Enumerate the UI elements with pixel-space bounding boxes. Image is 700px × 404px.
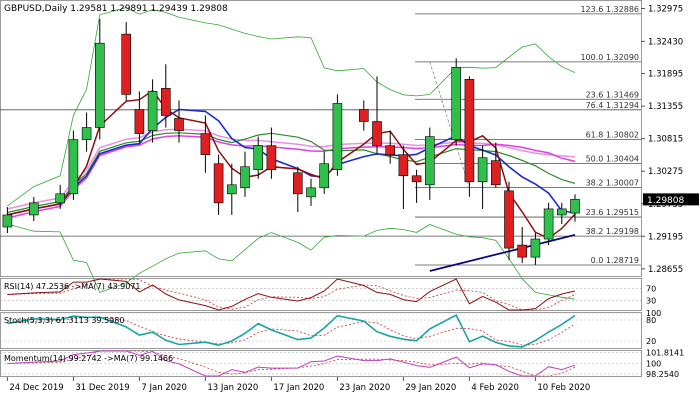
- candle-body: [464, 79, 475, 183]
- candle-body: [319, 163, 330, 189]
- time-axis-label: 10 Feb 2020: [537, 383, 590, 393]
- indicator-axis-label: 101.8141: [646, 349, 684, 358]
- indicator-main-line: [7, 278, 576, 311]
- time-axis-label: 29 Jan 2020: [405, 383, 456, 393]
- time-axis-label: 24 Dec 2019: [9, 383, 63, 393]
- candle-body: [292, 172, 303, 195]
- candle-body: [240, 166, 250, 189]
- price-axis-label: 1.29195: [648, 232, 683, 242]
- candle-body: [385, 145, 396, 155]
- candle-body: [451, 66, 462, 140]
- candle-body: [398, 154, 409, 177]
- time-axis-label: 23 Jan 2020: [339, 383, 390, 393]
- time-axis-label: 4 Feb 2020: [471, 383, 519, 393]
- candle-body: [2, 214, 13, 228]
- candle-body: [174, 118, 184, 131]
- stoch-label: Stoch(5,3,3) 61.3113 39.5980: [4, 316, 124, 325]
- price-axis: 1.32975 1.32430 1.31895 1.31355 1.30815 1.302…: [641, 5, 683, 275]
- indicator-axis-label: 80: [646, 316, 656, 325]
- candles: [2, 19, 580, 265]
- current-price-label: 1.29808: [647, 196, 684, 206]
- candle-body: [517, 244, 528, 258]
- momentum-label: Momentum(14) 99.2742 ->MA(7) 99.1466: [4, 354, 173, 363]
- fib-level-label: 50.0 1.30404: [586, 154, 639, 163]
- candle-body: [424, 136, 435, 186]
- fib-level-label: 123.6 1.32886: [580, 5, 639, 14]
- candle-body: [332, 103, 343, 171]
- indicator-axis-label: 100: [646, 309, 661, 318]
- candle-body: [134, 109, 145, 134]
- candle-body: [266, 145, 277, 171]
- candle-body: [161, 88, 171, 116]
- indicator-main-line: [7, 350, 576, 377]
- fib-level-label: 76.4 1.31294: [586, 101, 639, 110]
- candle-body: [477, 157, 488, 183]
- time-axis-label: 17 Jan 2020: [273, 383, 324, 393]
- price-axis-label: 1.31355: [648, 102, 683, 112]
- fib-level-label: 100.0 1.32090: [580, 53, 639, 62]
- candle-body: [68, 139, 79, 195]
- price-axis-label: 1.31895: [648, 70, 683, 80]
- price-axis-label: 1.32430: [648, 37, 683, 47]
- candle-body: [227, 184, 237, 195]
- time-axis-label: 31 Dec 2019: [75, 383, 129, 393]
- fib-level-label: 23.6 1.29515: [586, 208, 639, 217]
- time-axis-label: 13 Jan 2020: [207, 383, 258, 393]
- price-axis-label: 1.32975: [648, 5, 683, 15]
- fib-level-label: 0.0 1.28719: [591, 256, 639, 265]
- candle-body: [147, 91, 158, 131]
- candle-body: [490, 160, 501, 186]
- indicator-axis-label: 70: [646, 284, 656, 293]
- fib-level-label: 38.2 1.29198: [586, 227, 639, 236]
- fib-level-label: 23.6 1.31469: [586, 90, 639, 99]
- candle-body: [530, 238, 541, 258]
- candle-body: [121, 33, 131, 95]
- fib-projection-line: [429, 61, 470, 188]
- price-axis-label: 1.30815: [648, 135, 683, 145]
- indicator-axis-label: 100: [646, 360, 661, 369]
- price-axis-label: 1.28655: [648, 265, 683, 275]
- candle-body: [543, 208, 554, 240]
- stoch-panel-frame: [0, 312, 642, 349]
- bollinger-lower-line: [7, 223, 576, 300]
- rsi-label: RSI(14) 47.2536 ->MA(7) 43.9071: [4, 282, 141, 291]
- current-price-tag: [643, 193, 699, 206]
- indicator-signal-line: [7, 278, 576, 311]
- candle-body: [570, 199, 580, 214]
- candle-body: [200, 133, 211, 155]
- price-axis-label: 1.30275: [648, 167, 683, 177]
- candle-body: [306, 187, 316, 198]
- fib-level-label: 61.8 1.30802: [586, 130, 639, 139]
- rsi-panel-frame: [0, 278, 642, 311]
- candle-body: [95, 42, 105, 128]
- candle-body: [411, 175, 422, 183]
- time-axis: 24 Dec 2019 31 Dec 2019 7 Jan 2020 13 Jan 2…: [6, 377, 590, 393]
- bollinger-upper-line: [7, 7, 576, 207]
- fib-level-label: 38.2 1.30007: [586, 178, 639, 187]
- candle-body: [213, 163, 224, 204]
- indicator-axis-label: 20: [646, 337, 656, 346]
- chart-title: GBPUSD,Daily 1.29581 1.29891 1.29439 1.2…: [4, 4, 228, 14]
- candle-body: [55, 193, 66, 204]
- candle-body: [28, 202, 39, 216]
- candle-body: [358, 109, 369, 122]
- time-axis-label: 7 Jan 2020: [141, 383, 187, 393]
- indicator-axis-label: 98.2540: [646, 370, 679, 379]
- candle-body: [372, 121, 382, 146]
- candle-body: [556, 208, 567, 216]
- candle-body: [253, 145, 263, 171]
- ma-navy-line: [429, 233, 576, 272]
- indicator-main-line: [7, 314, 576, 348]
- candle-body: [504, 190, 514, 249]
- candle-body: [81, 127, 92, 140]
- indicator-axis-label: 30: [646, 297, 656, 306]
